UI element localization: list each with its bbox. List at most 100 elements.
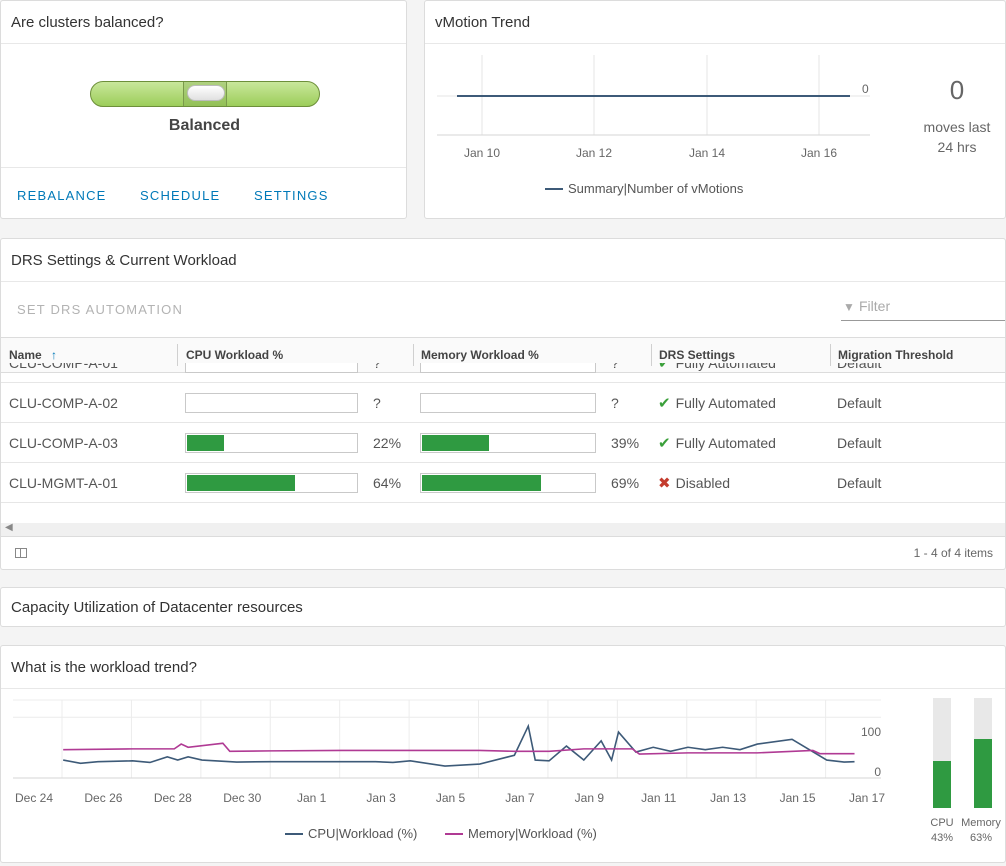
rebalance-button[interactable]: REBALANCE (17, 188, 107, 203)
cluster-name: CLU-COMP-A-01 (9, 363, 118, 371)
filter-placeholder: Filter (859, 298, 891, 314)
memory-gauge (974, 698, 992, 808)
balance-card: Are clusters balanced? Balanced REBALANC… (0, 0, 407, 219)
workload-trend-chart: 100 0 Dec 24 Dec 26 Dec 28 Dec 30 Jan 1 Jan 3… (13, 699, 885, 841)
set-drs-automation-button[interactable]: SET DRS AUTOMATION (17, 302, 184, 317)
balance-status: Balanced (168, 117, 241, 134)
memory-gauge-value: 63% (969, 832, 993, 844)
cluster-name: CLU-MGMT-A-01 (9, 475, 118, 491)
trend-card-title: What is the workload trend? (1, 646, 1005, 689)
filter-icon: ▼ (843, 300, 855, 314)
memory-workload-bar (420, 433, 596, 453)
settings-button[interactable]: SETTINGS (254, 188, 329, 203)
drs-setting: ✔ Fully Automated (658, 383, 776, 423)
cpu-workload-bar (185, 433, 358, 453)
trend-x-tick: Jan 13 (710, 791, 746, 805)
vmotion-legend-label: Summary|Number of vMotions (568, 181, 744, 196)
trend-series (63, 723, 855, 767)
vmotion-x-tick: Jan 12 (576, 146, 612, 160)
migration-threshold: Default (837, 363, 882, 371)
vmotion-summary-number: 0 (949, 75, 965, 105)
column-header-threshold[interactable]: Migration Threshold (838, 348, 954, 362)
vmotion-y-tick: 0 (862, 82, 869, 96)
trend-x-tick: Jan 11 (641, 791, 676, 805)
trend-x-tick: Dec 28 (154, 791, 192, 805)
filter-input[interactable]: ▼ Filter (841, 297, 1005, 321)
trend-gridlines (13, 699, 881, 779)
vmotion-x-tick: Jan 10 (464, 146, 500, 160)
cpu-workload-value: ? (373, 363, 381, 371)
column-header-cpu[interactable]: CPU Workload % (186, 348, 284, 362)
trend-x-tick: Jan 17 (849, 791, 885, 805)
memory-series-line (63, 742, 855, 755)
table-row[interactable]: CLU-MGMT-A-01 64% 69% ✖ Disabled Default (1, 463, 1005, 503)
memory-workload-fill (422, 435, 489, 451)
memory-workload-value: ? (611, 363, 619, 371)
drs-setting: ✖ Disabled (658, 463, 730, 503)
cpu-series-line (63, 723, 855, 767)
cpu-workload-value: ? (373, 395, 381, 411)
schedule-button[interactable]: SCHEDULE (140, 188, 221, 203)
column-toggle-icon[interactable] (15, 548, 27, 558)
cpu-gauge-fill (933, 761, 951, 808)
trend-x-tick: Jan 1 (297, 791, 327, 805)
drs-setting-label: Fully Automated (675, 363, 776, 371)
column-header-memory[interactable]: Memory Workload % (421, 348, 539, 362)
scroll-left-icon[interactable]: ◀ (5, 522, 13, 533)
drs-setting-label: Fully Automated (675, 435, 776, 451)
column-separator[interactable] (830, 344, 831, 366)
check-icon: ✔ (658, 363, 671, 372)
trend-x-tick: Dec 24 (15, 791, 53, 805)
trend-x-tick: Jan 9 (575, 791, 605, 805)
trend-card: What is the workload trend? 100 0 Dec 24… (0, 645, 1006, 863)
trend-x-ticks: Dec 24 Dec 26 Dec 28 Dec 30 Jan 1 Jan 3 Jan 5 J… (15, 791, 885, 805)
memory-workload-value: 39% (611, 435, 640, 451)
vmotion-x-tick: Jan 14 (689, 146, 725, 160)
pagination-text: 1 - 4 of 4 items (913, 546, 993, 560)
memory-workload-fill (422, 475, 541, 491)
trend-x-tick: Jan 7 (505, 791, 535, 805)
drs-setting-label: Disabled (675, 475, 731, 491)
drs-setting: ✔ Fully Automated (658, 423, 776, 463)
check-icon: ✔ (658, 435, 671, 452)
column-separator[interactable] (177, 344, 178, 366)
column-header-drs[interactable]: DRS Settings (659, 348, 736, 362)
balance-card-title: Are clusters balanced? (1, 1, 406, 44)
column-separator[interactable] (651, 344, 652, 366)
cpu-gauge-label: CPU (930, 817, 954, 829)
horizontal-scrollbar[interactable]: ◀ (1, 522, 1005, 537)
memory-workload-bar (420, 363, 596, 373)
table-row[interactable]: CLU-COMP-A-03 22% 39% ✔ Fully Automated Defau… (1, 423, 1005, 463)
column-separator[interactable] (413, 344, 414, 366)
memory-gauge-label: Memory (961, 817, 1001, 829)
vmotion-card-title: vMotion Trend (425, 1, 1005, 44)
column-header-label: Name (9, 348, 42, 362)
drs-card: DRS Settings & Current Workload SET DRS … (0, 238, 1006, 570)
grid-footer: 1 - 4 of 4 items (1, 537, 1005, 569)
cpu-workload-fill (187, 435, 224, 451)
column-header-name[interactable]: Name ↑ (3, 338, 173, 372)
memory-workload-value: 69% (611, 475, 640, 491)
vmotion-summary-text: moves last (923, 119, 991, 135)
vmotion-card: vMotion Trend 0 Jan 10 Jan 12 Jan 14 Jan… (424, 0, 1006, 219)
table-row[interactable]: CLU-COMP-A-02?? ✔ Fully Automated Default (1, 383, 1005, 423)
cpu-workload-fill (187, 475, 295, 491)
table-row[interactable]: CLU-COMP-A-01?? ✔ Fully Automated Default (1, 363, 1005, 383)
sort-ascending-icon[interactable]: ↑ (51, 348, 58, 362)
level-bubble (187, 85, 225, 101)
vmotion-chart: 0 Jan 10 Jan 12 Jan 14 Jan 16 Summary|Nu… (437, 55, 870, 196)
capacity-card[interactable]: Capacity Utilization of Datacenter resou… (0, 587, 1006, 627)
cluster-name: CLU-COMP-A-02 (9, 395, 118, 411)
trend-x-tick: Jan 5 (436, 791, 466, 805)
cpu-workload-value: 64% (373, 475, 402, 491)
vmotion-x-tick: Jan 16 (801, 146, 837, 160)
memory-workload-bar (420, 473, 596, 493)
grid-body: CLU-COMP-A-01?? ✔ Fully Automated Default CL… (1, 363, 1005, 523)
column-toggle-icon-divider (20, 549, 21, 557)
balance-body: Balanced (1, 45, 406, 168)
drs-setting-label: Fully Automated (675, 395, 776, 411)
error-x-icon: ✖ (658, 475, 671, 492)
cpu-gauge (933, 698, 951, 808)
migration-threshold: Default (837, 435, 882, 451)
trend-y-tick: 100 (861, 725, 881, 739)
